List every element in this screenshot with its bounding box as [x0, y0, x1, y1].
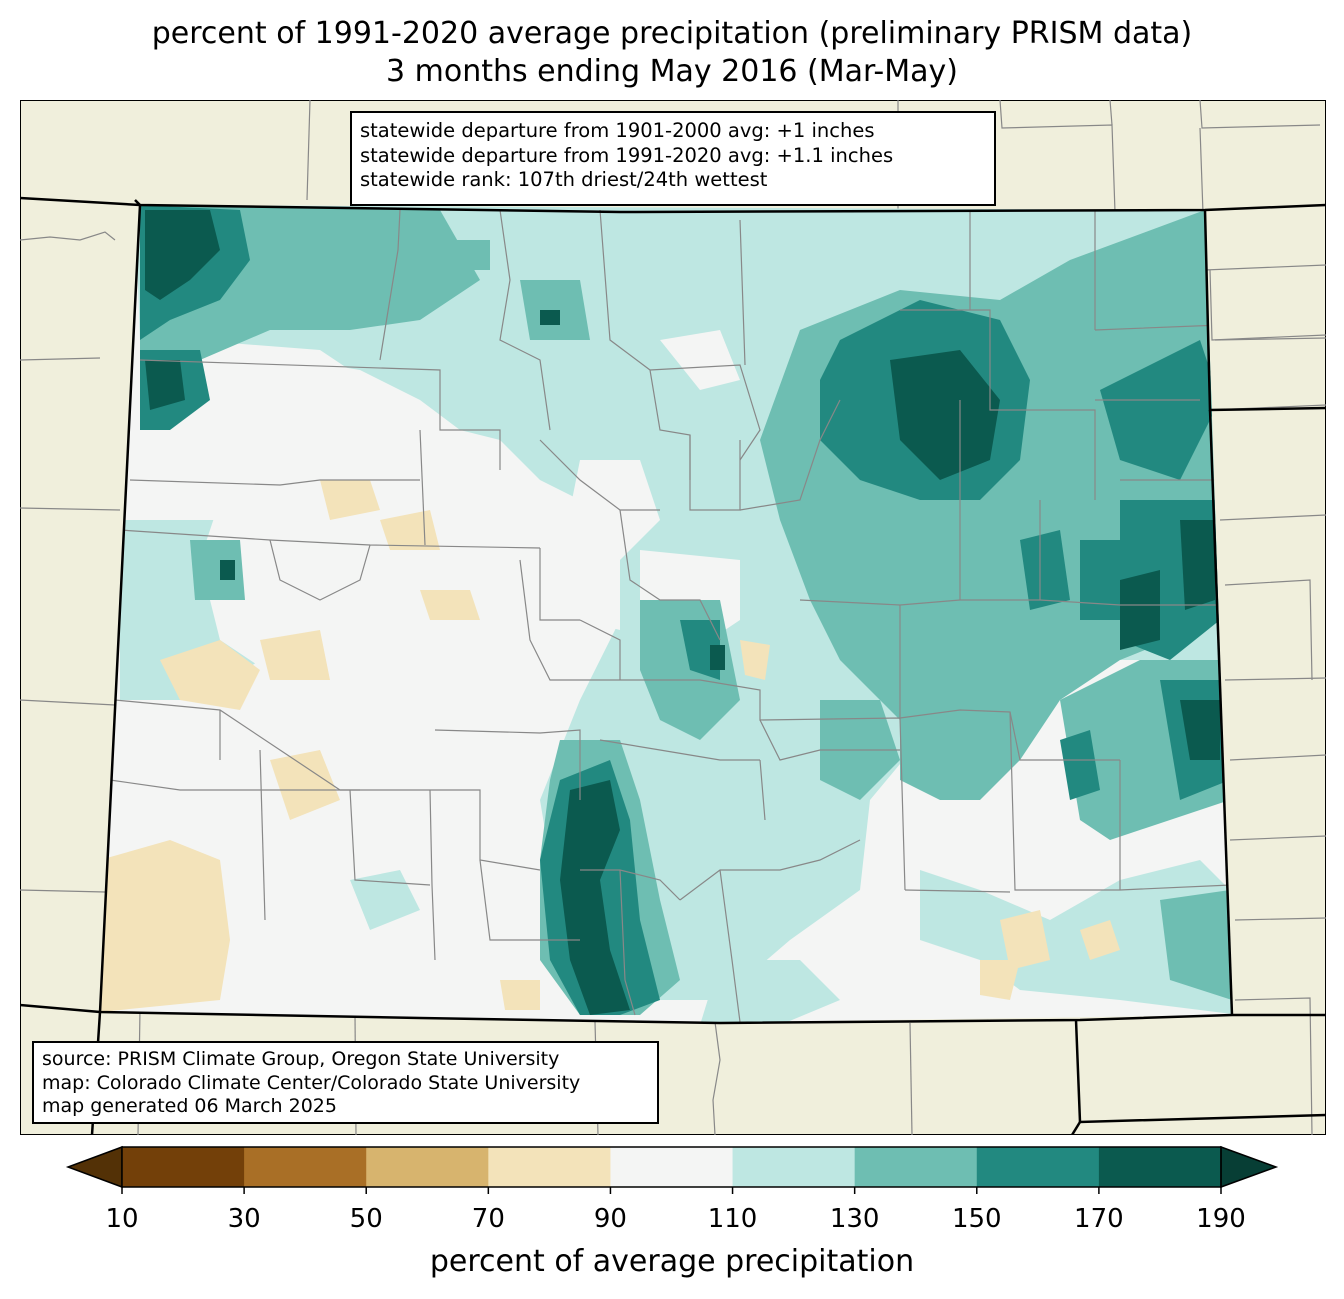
- colorbar-tick-label: 110: [707, 1204, 758, 1234]
- colorbar-tick-label: 130: [829, 1204, 880, 1234]
- colorbar-under-arrow: [65, 1145, 123, 1189]
- colorbar-swatch: [854, 1147, 978, 1187]
- colorbar-swatch: [488, 1147, 611, 1187]
- source-line3: map generated 06 March 2025: [42, 1095, 337, 1117]
- title-line2: 3 months ending May 2016 (Mar-May): [386, 54, 958, 89]
- colorbar-border: [121, 1146, 1222, 1188]
- colorbar-tick-label: 50: [349, 1204, 383, 1234]
- colorbar-tick-label: 10: [105, 1204, 139, 1234]
- colorado-county-lines: [109, 209, 1231, 1023]
- colorbar-label: percent of average precipitation: [429, 1244, 915, 1279]
- source-box: source: PRISM Climate Group, Oregon Stat…: [32, 1041, 659, 1124]
- colorbar-swatch: [1098, 1147, 1222, 1187]
- stats-line2: statewide departure from 1991-2020 avg: …: [360, 143, 894, 167]
- colorbar-swatch: [976, 1147, 1100, 1187]
- state-borders: [20, 196, 1326, 1135]
- stats-line1: statewide departure from 1901-2000 avg: …: [360, 119, 875, 142]
- colorbar-tick-label: 90: [593, 1204, 627, 1234]
- precipitation-map: [20, 100, 1326, 1135]
- colorbar-swatch: [610, 1147, 734, 1187]
- colorbar-tick-label: 30: [227, 1204, 261, 1234]
- colorbar: [65, 1145, 1279, 1194]
- title-line1: percent of 1991-2020 average precipitati…: [151, 16, 1193, 51]
- stats-line3: statewide rank: 107th driest/24th wettes…: [360, 168, 768, 191]
- colorbar-tick-label: 170: [1074, 1204, 1124, 1234]
- colorbar-tick-label: 150: [951, 1204, 1002, 1234]
- colorbar-tick-label: 190: [1196, 1204, 1246, 1234]
- source-line1: source: PRISM Climate Group, Oregon Stat…: [42, 1048, 560, 1070]
- colorbar-swatch: [244, 1147, 367, 1187]
- colorbar-swatch: [366, 1147, 489, 1187]
- colorbar-over-arrow: [1220, 1145, 1279, 1189]
- colorbar-swatch: [122, 1147, 245, 1187]
- colorbar-swatch: [732, 1147, 856, 1187]
- statewide-stats-box: statewide departure from 1901-2000 avg: …: [350, 111, 996, 206]
- colorbar-tick-label: 70: [471, 1204, 505, 1234]
- source-line2: map: Colorado Climate Center/Colorado St…: [42, 1071, 581, 1094]
